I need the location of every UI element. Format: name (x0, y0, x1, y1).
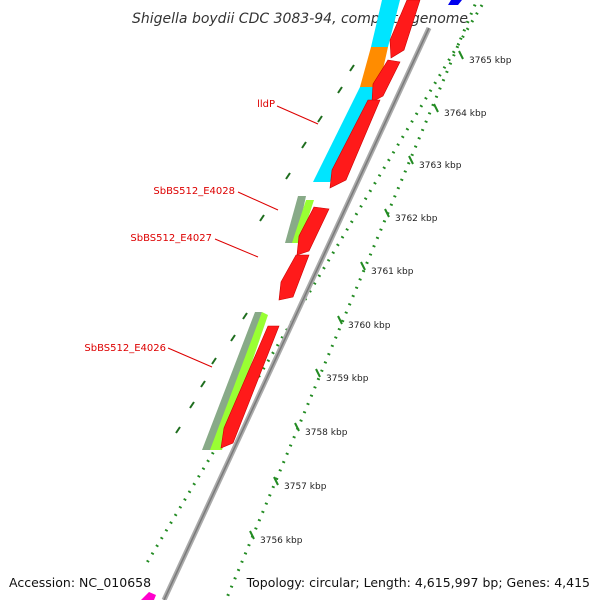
gc-mark (200, 380, 206, 388)
scale-label: 3758 kbp (305, 428, 348, 438)
gc-mark (189, 401, 195, 409)
scale-tick (249, 530, 255, 540)
magenta-feature (141, 592, 156, 600)
scale-label: 3757 kbp (284, 482, 327, 492)
blue-feature (448, 0, 462, 5)
scale-label: 3763 kbp (419, 161, 462, 171)
gene-features (202, 0, 421, 450)
scale-tick (408, 155, 414, 165)
gc-mark (317, 115, 323, 123)
scale-ticks (249, 50, 464, 540)
gc-mark (259, 214, 265, 222)
map-title: Shigella boydii CDC 3083-94, complete ge… (132, 11, 468, 27)
gc-mark (242, 312, 248, 320)
gc-marks (175, 64, 355, 434)
scale-tick (384, 208, 390, 218)
gene-labels: lldP SbBS512_E4028 SbBS512_E4027 SbBS512_E4… (84, 99, 275, 354)
scale-tick (337, 315, 343, 325)
cds-arrow (371, 59, 401, 103)
scale-tick (273, 476, 279, 486)
scale-label: 3756 kbp (260, 536, 303, 546)
gc-mark (301, 141, 307, 149)
scale-tick (458, 50, 464, 60)
cds-arrow (278, 254, 310, 301)
scale-label: 3765 kbp (469, 56, 512, 66)
gc-mark (337, 86, 343, 94)
cds-arrow (389, 0, 421, 59)
cds-arrow (296, 206, 330, 256)
gene-band (210, 312, 268, 450)
scale-label: 3762 kbp (395, 214, 438, 224)
gene-label: SbBS512_E4026 (84, 343, 166, 354)
scale-label: 3759 kbp (326, 374, 369, 384)
gene-band (285, 196, 306, 243)
leader-line (237, 191, 279, 211)
gc-mark (230, 334, 236, 342)
scale-tick (433, 103, 439, 113)
outer-dotted-ring (143, 4, 484, 567)
genome-backbone (161, 26, 432, 600)
cds-arrow (329, 99, 381, 189)
accession-text: Accession: NC_010658 (9, 575, 151, 590)
gene-label: SbBS512_E4027 (130, 233, 212, 244)
scale-dotted-ring (224, 0, 479, 600)
genome-summary-text: Topology: circular; Length: 4,615,997 bp… (246, 575, 590, 590)
cds-arrow (220, 325, 280, 449)
leader-line (214, 238, 259, 258)
scale-labels: 3765 kbp 3764 kbp 3763 kbp 3762 kbp 3761 kbp… (260, 56, 512, 546)
scale-tick (294, 422, 300, 432)
leader-line (167, 347, 213, 368)
gc-mark (349, 64, 355, 72)
scale-label: 3761 kbp (371, 267, 414, 277)
scale-tick (360, 261, 366, 271)
gene-label: lldP (257, 99, 275, 110)
gene-band (292, 200, 314, 243)
gene-band (371, 0, 400, 47)
scale-label: 3764 kbp (444, 109, 487, 119)
scale-tick (315, 368, 321, 378)
gc-mark (285, 172, 291, 180)
gene-label: SbBS512_E4028 (153, 186, 235, 197)
gene-band (202, 312, 262, 450)
scale-label: 3760 kbp (348, 321, 391, 331)
gc-mark (175, 426, 181, 434)
gc-mark (211, 357, 217, 365)
label-leaders (167, 105, 319, 368)
leader-line (276, 105, 319, 125)
